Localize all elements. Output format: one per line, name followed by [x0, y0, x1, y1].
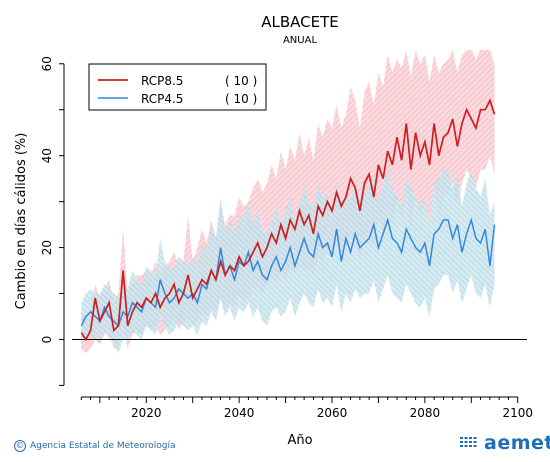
y-tick-label: 40 [40, 148, 54, 163]
x-axis-label: Año [287, 433, 312, 448]
y-axis: 0 20 40 60 [40, 56, 65, 386]
rcp85-series-line [80, 98, 496, 342]
credit-text: Agencia Estatal de Meteorología [30, 441, 176, 451]
x-tick-label: 2080 [410, 406, 441, 420]
aemet-logo-mark-icon [460, 437, 478, 447]
plot-area [72, 50, 527, 354]
legend-label-rcp45: RCP4.5 [141, 92, 183, 106]
rcp45-range-band [81, 169, 495, 354]
x-axis: 2020 2040 2060 2080 2100 [80, 396, 533, 420]
footer-credit: © Agencia Estatal de Meteorología [14, 440, 176, 452]
y-tick-label: 0 [40, 336, 54, 344]
x-tick-label: 2040 [224, 406, 255, 420]
legend-box [88, 63, 267, 111]
chart-subtitle: ANUAL [283, 35, 317, 46]
aemet-logo-text: aemet [484, 432, 550, 454]
x-tick-label: 2020 [131, 406, 162, 420]
aemet-logo: aemet [458, 432, 550, 454]
y-axis-label: Cambio en días cálidos (%) [14, 133, 29, 310]
legend-label-rcp85: RCP8.5 [141, 74, 183, 88]
legend: RCP8.5 ( 10 ) RCP4.5 ( 10 ) [88, 63, 267, 111]
copyright-icon: © [14, 440, 26, 452]
legend-count-rcp45: ( 10 ) [225, 92, 257, 106]
y-tick-label: 20 [40, 240, 54, 255]
chart-title: ALBACETE [261, 13, 339, 31]
legend-count-rcp85: ( 10 ) [225, 74, 257, 88]
x-tick-label: 2060 [317, 406, 348, 420]
x-tick-label: 2100 [502, 406, 533, 420]
y-tick-label: 60 [40, 56, 54, 71]
